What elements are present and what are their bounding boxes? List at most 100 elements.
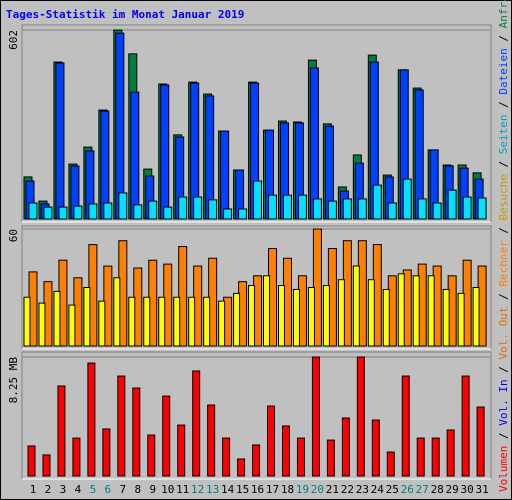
x-tick-label: 26: [401, 483, 414, 496]
bar: [158, 296, 166, 347]
bar: [72, 437, 81, 477]
x-tick-label: 14: [221, 483, 235, 496]
bar: [23, 296, 31, 347]
y-tick-label: 8.25 MB: [7, 357, 20, 404]
bar: [461, 375, 470, 477]
bar: [148, 200, 158, 220]
legend-separator: /: [497, 360, 510, 380]
x-tick-label: 4: [75, 483, 82, 496]
x-tick-label: 6: [105, 483, 112, 496]
bar: [53, 290, 61, 347]
legend-entry: Seiten: [497, 114, 510, 154]
bar: [309, 67, 319, 220]
bar: [220, 130, 230, 220]
x-tick-label: 8: [134, 483, 141, 496]
bar: [267, 405, 276, 477]
x-tick-label: 5: [90, 483, 97, 496]
x-tick-label: 10: [161, 483, 174, 496]
x-tick-label: 24: [371, 483, 385, 496]
x-tick-label: 16: [251, 483, 264, 496]
legend-separator: /: [497, 426, 510, 446]
bar: [207, 404, 216, 477]
legend-separator: /: [497, 95, 510, 115]
bar: [402, 178, 412, 220]
bar: [98, 300, 106, 347]
bar: [416, 437, 425, 477]
bar: [412, 275, 420, 347]
bar: [223, 208, 233, 220]
legend-separator: /: [497, 154, 510, 174]
bar: [113, 277, 121, 347]
bar: [58, 206, 68, 220]
legend-entry: Besuche: [497, 174, 510, 220]
x-tick-label: 29: [446, 483, 459, 496]
legend-entry: Rechner: [497, 240, 510, 287]
bar: [277, 285, 285, 347]
bar: [163, 206, 173, 220]
bar: [173, 296, 181, 347]
bar: [341, 417, 350, 477]
bar: [253, 180, 263, 220]
bar: [476, 406, 485, 477]
bar: [147, 434, 156, 477]
x-tick-label: 1: [30, 483, 37, 496]
bar: [208, 199, 218, 220]
x-tick-label: 11: [176, 483, 189, 496]
bar: [38, 302, 46, 347]
bar: [472, 287, 480, 347]
bar: [372, 184, 382, 220]
bar: [326, 439, 335, 477]
x-tick-label: 17: [266, 483, 279, 496]
bar: [281, 425, 290, 477]
bar: [117, 375, 126, 477]
bar: [83, 287, 91, 347]
bar: [431, 437, 440, 477]
bar: [162, 395, 171, 477]
bar: [462, 196, 472, 220]
bar: [237, 458, 246, 477]
bar: [371, 419, 380, 477]
bar: [446, 429, 455, 477]
bar: [322, 285, 330, 347]
bar: [88, 203, 98, 220]
x-tick-label: 3: [60, 483, 67, 496]
x-tick-label: 25: [386, 483, 399, 496]
bar: [417, 198, 427, 220]
y-tick-label: 60: [7, 229, 20, 242]
bar: [401, 375, 410, 477]
bar: [128, 296, 136, 347]
legend-entry: Anfragen: [497, 0, 510, 28]
bar: [193, 196, 203, 220]
x-tick-label: 7: [120, 483, 127, 496]
bar: [442, 288, 450, 347]
bar: [132, 387, 141, 477]
bar: [268, 194, 278, 220]
bar: [218, 300, 226, 347]
bar: [337, 279, 345, 347]
bar: [43, 206, 53, 220]
bar: [178, 246, 188, 347]
bar: [352, 265, 360, 347]
bar: [177, 424, 186, 477]
bar: [311, 356, 320, 477]
x-tick-label: 15: [236, 483, 249, 496]
x-tick-label: 28: [431, 483, 444, 496]
bar: [382, 288, 390, 347]
bar: [178, 196, 188, 220]
legend-entry: Dateien: [497, 48, 510, 94]
x-tick-label: 2: [45, 483, 52, 496]
bar: [87, 362, 96, 477]
bar: [115, 32, 125, 220]
bar: [292, 288, 300, 347]
bar: [457, 292, 465, 347]
bar: [312, 198, 322, 220]
bar: [192, 370, 201, 477]
bar: [188, 296, 196, 347]
bar: [238, 208, 248, 220]
x-tick-label: 21: [326, 483, 339, 496]
bar: [28, 202, 38, 220]
x-tick-label: 23: [356, 483, 369, 496]
bar: [282, 194, 292, 220]
bar: [386, 451, 395, 477]
